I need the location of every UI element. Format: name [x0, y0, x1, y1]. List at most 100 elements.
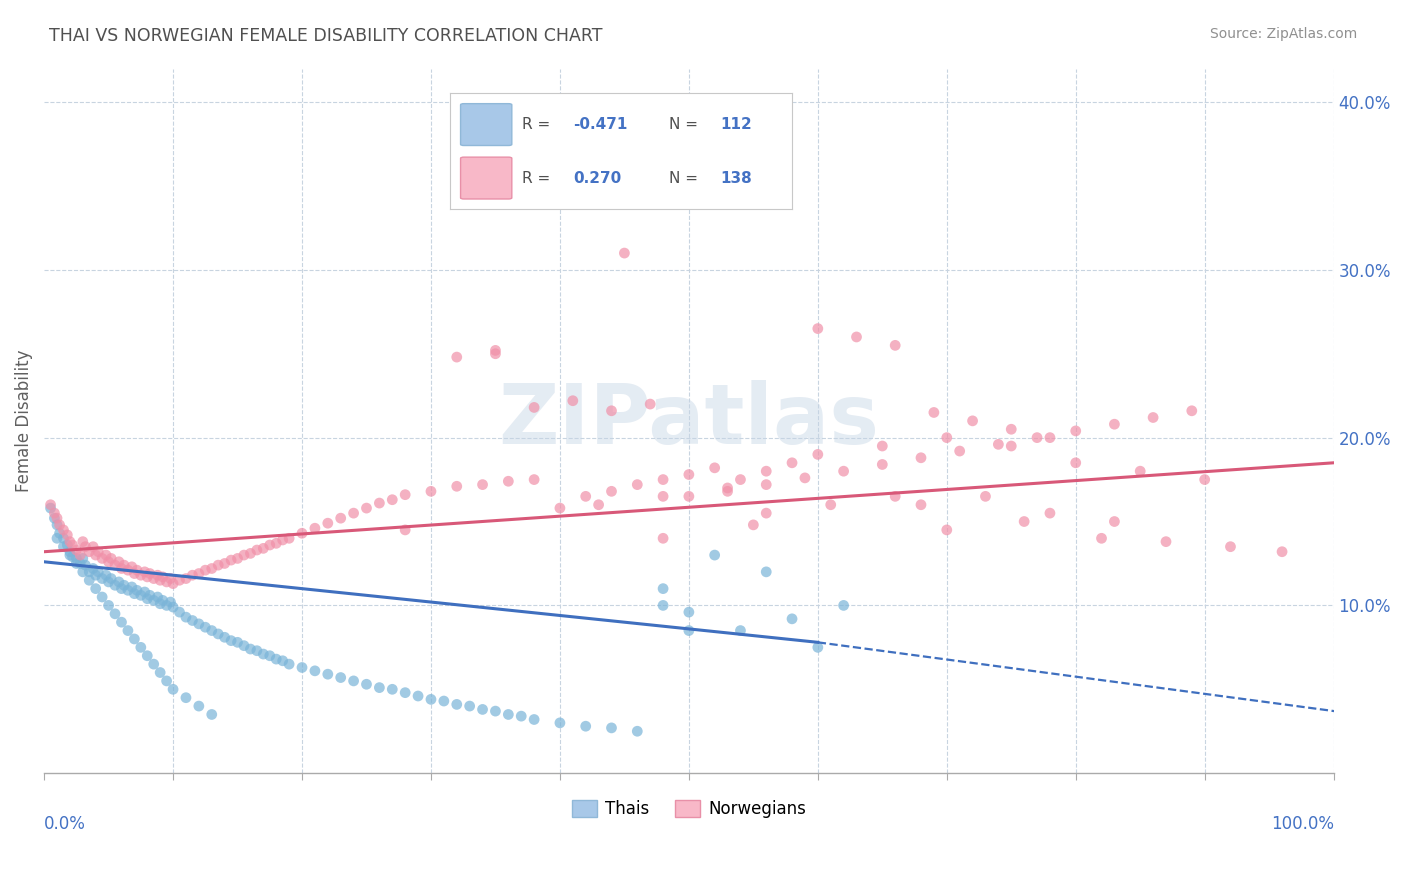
Point [1142, 410, 1164, 425]
Point [910, 450, 932, 465]
Point [124, 632, 146, 646]
Point [233, 548, 256, 562]
Point [59, 548, 82, 562]
Text: THAI VS NORWEGIAN FEMALE DISABILITY CORRELATION CHART: THAI VS NORWEGIAN FEMALE DISABILITY CORR… [49, 27, 603, 45]
Point [91, 551, 114, 566]
Point [162, 600, 184, 615]
Point [174, 610, 197, 624]
Point [271, 533, 294, 547]
Point [935, 523, 957, 537]
Point [510, 709, 533, 723]
Point [703, 548, 725, 562]
Point [56, 528, 79, 542]
Point [174, 572, 197, 586]
Point [1064, 424, 1087, 438]
Point [108, 574, 131, 589]
Point [420, 484, 443, 499]
Point [69, 548, 91, 562]
Point [136, 570, 159, 584]
Point [652, 489, 675, 503]
Point [394, 523, 416, 537]
Point [638, 397, 661, 411]
Point [820, 498, 842, 512]
Point [755, 506, 778, 520]
Point [832, 464, 855, 478]
Point [125, 583, 148, 598]
Point [194, 620, 217, 634]
Point [807, 640, 830, 655]
Point [974, 489, 997, 503]
Point [129, 568, 152, 582]
Point [142, 572, 165, 586]
Point [1219, 540, 1241, 554]
Point [91, 572, 114, 586]
Point [368, 496, 391, 510]
Point [536, 103, 558, 118]
Point [44, 511, 66, 525]
Point [117, 583, 139, 598]
Point [807, 321, 830, 335]
Text: ZIPatlas: ZIPatlas [498, 380, 879, 461]
Point [962, 414, 984, 428]
Point [548, 715, 571, 730]
Point [65, 551, 87, 566]
Point [100, 572, 122, 586]
Point [59, 545, 82, 559]
Point [329, 671, 352, 685]
Point [201, 707, 224, 722]
Point [1154, 534, 1177, 549]
Point [1090, 531, 1112, 545]
Point [600, 484, 623, 499]
Legend: Thais, Norwegians: Thais, Norwegians [565, 793, 813, 825]
Point [56, 538, 79, 552]
Point [259, 538, 281, 552]
Point [730, 473, 752, 487]
Point [84, 582, 107, 596]
Point [446, 698, 468, 712]
Point [146, 590, 169, 604]
Point [62, 538, 84, 552]
Point [226, 551, 249, 566]
Point [678, 624, 700, 638]
Point [246, 543, 269, 558]
Point [226, 635, 249, 649]
Point [214, 557, 236, 571]
Point [139, 588, 162, 602]
Point [259, 648, 281, 663]
Point [77, 565, 100, 579]
Point [264, 536, 287, 550]
Point [1000, 439, 1022, 453]
Point [52, 531, 75, 545]
Point [755, 477, 778, 491]
Point [1064, 456, 1087, 470]
Point [433, 694, 456, 708]
Point [446, 350, 468, 364]
Point [872, 458, 894, 472]
Point [246, 643, 269, 657]
Point [136, 591, 159, 606]
Point [159, 595, 181, 609]
Point [156, 673, 179, 688]
Point [1012, 515, 1035, 529]
Point [548, 195, 571, 210]
Point [82, 561, 104, 575]
Point [356, 677, 378, 691]
Point [46, 517, 69, 532]
Point [329, 511, 352, 525]
Point [97, 599, 120, 613]
Point [252, 541, 274, 556]
Point [381, 682, 404, 697]
Point [1104, 515, 1126, 529]
Point [291, 526, 314, 541]
Point [1129, 464, 1152, 478]
Point [46, 511, 69, 525]
Point [129, 640, 152, 655]
Point [807, 447, 830, 461]
Point [134, 565, 156, 579]
Point [484, 343, 506, 358]
Point [149, 573, 172, 587]
Point [484, 347, 506, 361]
Point [162, 576, 184, 591]
Point [84, 568, 107, 582]
Point [233, 639, 256, 653]
